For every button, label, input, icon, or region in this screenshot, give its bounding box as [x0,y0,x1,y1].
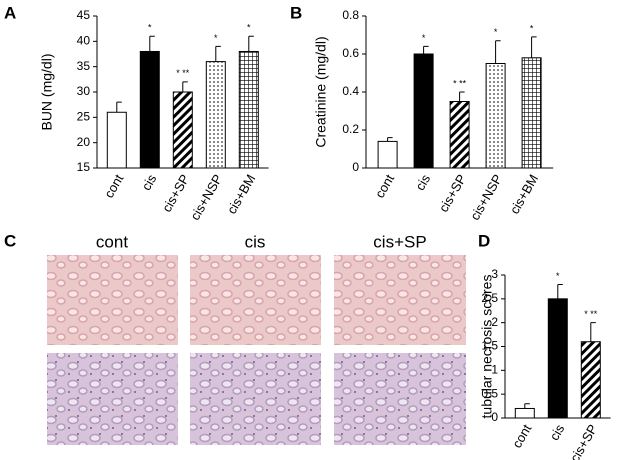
significance-label: * [214,33,218,43]
x-tick-label: cis [138,171,159,193]
error-bar [524,403,530,409]
significance-label: * [494,27,498,37]
y-tick-label: 0.8 [342,8,359,22]
error-bar [557,284,563,299]
bar [580,341,601,419]
error-bar [248,35,254,52]
column-title: cis+SP [373,232,426,251]
bar [238,50,259,169]
error-bar [387,137,393,142]
y-tick-label: 45 [77,8,91,22]
x-tick-label: cis+SP [567,422,600,460]
x-tick-label: cont [101,171,126,200]
y-tick-label: 15 [77,160,91,174]
significance-label: * ** [584,309,598,319]
error-bar [182,81,188,92]
y-axis-label: BUN (mg/dl) [39,53,55,130]
y-tick-label: 1.5 [481,339,498,353]
y-tick-label: 40 [77,34,91,48]
y-tick-label: 0.6 [342,46,359,60]
bar [106,111,127,169]
bar [547,298,568,419]
y-axis-label: Creatinine (mg/dl) [313,36,329,147]
x-tick-label: cis+BM [224,172,258,217]
x-tick-label: cis+SP [159,172,192,215]
y-axis-label: tubular necrosis scores [479,275,495,419]
significance-label: * [247,23,251,33]
x-tick-label: cis [546,421,567,443]
x-tick-label: cis+NSP [467,172,505,223]
panel-label: D [478,231,490,250]
bar [449,101,470,169]
column-title: cis [245,232,266,251]
bar [172,91,193,169]
error-bar [590,322,596,342]
error-bar [459,91,465,102]
y-tick-label: 2.5 [481,291,498,305]
significance-label: * [530,23,534,33]
x-tick-label: cis+SP [436,172,469,215]
column-title: cont [96,232,128,251]
significance-label: * ** [453,78,467,88]
significance-label: * [556,271,560,281]
x-tick-label: cis+NSP [187,172,225,223]
y-tick-label: 2 [491,315,498,329]
bar [205,61,226,169]
x-tick-label: cis+BM [507,172,541,217]
bar [413,53,434,169]
bar [377,140,398,169]
x-tick-label: cont [372,171,397,200]
y-tick-label: 25 [77,110,91,124]
y-tick-label: 30 [77,84,91,98]
x-tick-label: cont [509,421,534,450]
error-bar [215,45,221,62]
panel-label: C [4,231,16,250]
error-bar [149,35,155,52]
error-bar [495,40,501,64]
micrograph [47,255,178,345]
error-bar [116,101,122,113]
significance-label: * [422,33,426,43]
panel-label: A [4,3,16,22]
micrograph [334,353,466,445]
bar [485,63,506,169]
bar [514,407,535,419]
y-tick-label: 35 [77,59,91,73]
histology-images [47,255,466,445]
bar [139,50,160,169]
y-tick-label: 3 [491,267,498,281]
error-bar [423,45,429,54]
y-tick-label: 1 [491,363,498,377]
y-tick-label: 20 [77,135,91,149]
significance-label: * ** [176,68,190,78]
micrograph [47,353,178,445]
panel-label: B [290,3,302,22]
micrograph [334,255,466,345]
y-tick-label: 0.5 [481,386,498,400]
micrograph [190,255,321,345]
y-tick-label: 0 [352,160,359,174]
error-bar [531,36,537,58]
micrograph [190,353,321,445]
y-tick-label: 0 [491,410,498,424]
significance-label: * [148,23,152,33]
y-tick-label: 0.2 [342,122,359,136]
x-tick-label: cis [412,171,433,193]
y-tick-label: 0.4 [342,84,359,98]
bar [521,57,542,169]
